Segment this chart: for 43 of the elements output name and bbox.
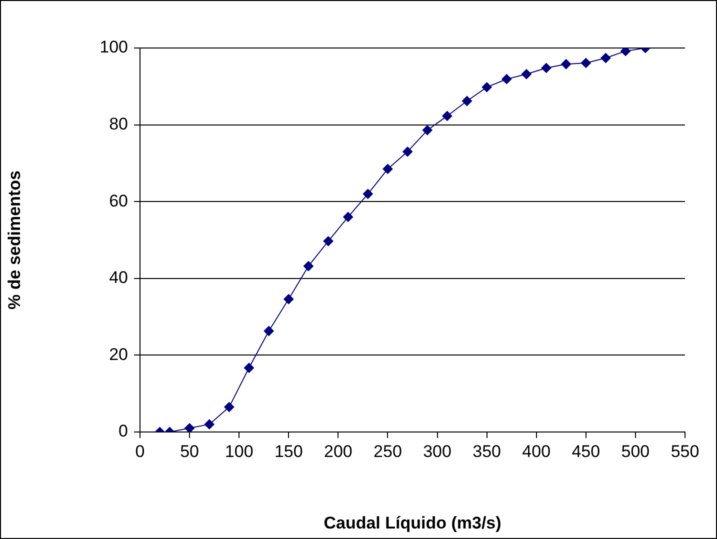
- y-tick-label: 0: [118, 422, 128, 441]
- y-tick-label: 100: [100, 38, 128, 57]
- point: [402, 146, 413, 157]
- point: [284, 294, 294, 304]
- point: [620, 48, 631, 56]
- point: [204, 419, 214, 430]
- x-tick-label: 50: [180, 442, 200, 461]
- point: [362, 188, 373, 199]
- y-tick-label: 80: [109, 114, 128, 134]
- point: [561, 59, 572, 70]
- point: [541, 62, 552, 73]
- x-tick-label: 150: [274, 442, 303, 461]
- y-tick-label: 60: [109, 191, 128, 210]
- x-tick-label: 350: [472, 442, 502, 461]
- point: [343, 212, 354, 222]
- x-tick-label: 500: [621, 442, 650, 461]
- x-axis-title: Caudal Líquido (m3/s): [324, 513, 502, 532]
- point: [521, 69, 532, 80]
- x-tick-label: 100: [224, 442, 254, 461]
- point: [244, 362, 254, 373]
- y-tick-label: 40: [109, 268, 128, 288]
- point: [303, 261, 314, 272]
- x-tick-label: 0: [135, 442, 145, 461]
- point: [580, 58, 591, 68]
- x-tick-label: 550: [670, 442, 700, 461]
- point: [323, 236, 334, 246]
- x-tick-label: 250: [374, 442, 402, 461]
- y-tick-label: 20: [109, 344, 128, 364]
- point: [264, 326, 274, 336]
- point: [382, 164, 393, 174]
- x-tick-label: 200: [324, 442, 352, 461]
- point: [184, 423, 195, 432]
- point: [442, 110, 452, 121]
- point: [482, 82, 492, 92]
- y-axis-title: % de sedimentos: [4, 170, 24, 310]
- point: [224, 402, 234, 412]
- x-tick-label: 300: [423, 442, 452, 461]
- x-tick-label: 400: [522, 442, 551, 461]
- point: [422, 125, 432, 136]
- x-tick-label: 450: [572, 442, 600, 461]
- point: [462, 96, 472, 106]
- point: [600, 52, 611, 63]
- point: [502, 74, 512, 84]
